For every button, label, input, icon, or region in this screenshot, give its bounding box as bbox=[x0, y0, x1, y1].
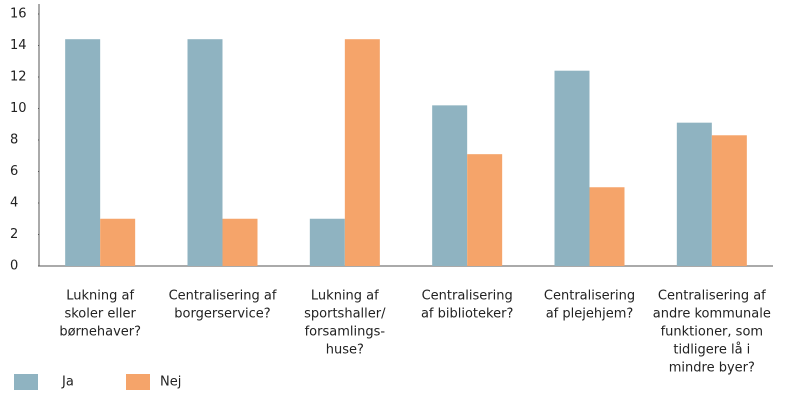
x-tick-label: tidligere lå i bbox=[673, 343, 750, 358]
legend-swatch bbox=[14, 374, 38, 390]
x-tick-label: skoler eller bbox=[64, 307, 136, 322]
x-tick-label: sportshaller/ bbox=[304, 307, 386, 322]
legend-label: Nej bbox=[160, 375, 181, 390]
bar bbox=[589, 187, 625, 266]
y-tick-label: 6 bbox=[10, 164, 18, 179]
y-tick-label: 2 bbox=[10, 227, 18, 242]
bar bbox=[309, 218, 345, 266]
bar bbox=[222, 218, 258, 266]
bar bbox=[65, 39, 101, 267]
bar bbox=[432, 105, 468, 266]
x-tick-label: andre kommunale bbox=[653, 307, 771, 322]
x-tick-label: Centralisering bbox=[544, 289, 635, 304]
x-tick-label: huse? bbox=[326, 343, 364, 358]
y-tick-label: 12 bbox=[10, 70, 27, 85]
bar bbox=[711, 135, 747, 266]
bar bbox=[187, 39, 223, 267]
y-tick-label: 10 bbox=[10, 101, 27, 116]
bar bbox=[554, 70, 590, 266]
legend-label: Ja bbox=[61, 375, 74, 390]
y-tick-label: 0 bbox=[10, 259, 18, 274]
y-tick-label: 16 bbox=[10, 7, 27, 22]
bar bbox=[676, 122, 712, 266]
x-tick-label: af biblioteker? bbox=[421, 307, 513, 322]
x-tick-label: borgerservice? bbox=[174, 307, 270, 322]
x-tick-label: af plejehjem? bbox=[546, 307, 634, 322]
bar bbox=[344, 39, 380, 267]
x-tick-label: Lukning af bbox=[66, 289, 134, 304]
y-tick-label: 14 bbox=[10, 38, 27, 53]
y-tick-label: 8 bbox=[10, 133, 18, 148]
x-tick-label: Centralisering bbox=[422, 289, 513, 304]
x-tick-label: Centralisering af bbox=[169, 289, 277, 304]
bar bbox=[467, 154, 503, 266]
x-tick-label: Centralisering af bbox=[658, 289, 766, 304]
x-tick-label: mindre byer? bbox=[669, 361, 755, 376]
x-tick-label: funktioner, som bbox=[661, 325, 763, 340]
bar bbox=[100, 218, 136, 266]
y-tick-label: 4 bbox=[10, 196, 18, 211]
x-tick-label: forsamlings- bbox=[305, 325, 386, 340]
x-tick-label: børnehaver? bbox=[59, 325, 141, 340]
legend-swatch bbox=[126, 374, 150, 390]
x-tick-label: Lukning af bbox=[311, 289, 379, 304]
